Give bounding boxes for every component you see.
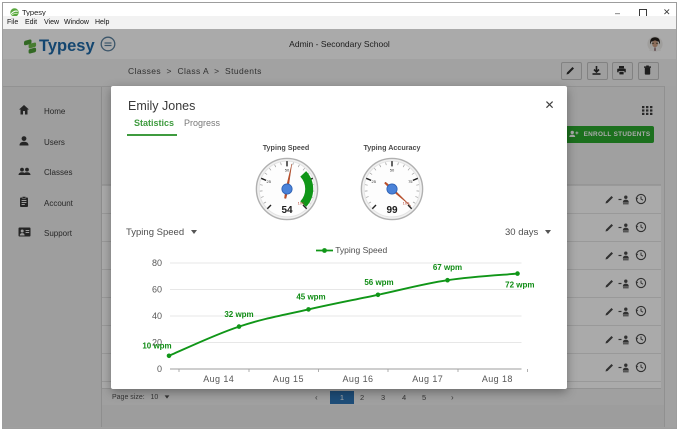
svg-text:32 wpm: 32 wpm — [224, 310, 253, 319]
svg-text:25: 25 — [266, 179, 271, 184]
svg-text:67 wpm: 67 wpm — [433, 263, 462, 272]
svg-text:Aug 18: Aug 18 — [482, 374, 513, 384]
svg-text:75: 75 — [408, 179, 413, 184]
svg-text:100: 100 — [403, 201, 410, 206]
svg-text:Aug 15: Aug 15 — [273, 374, 304, 384]
svg-text:56 wpm: 56 wpm — [364, 278, 393, 287]
svg-text:80: 80 — [152, 258, 162, 268]
svg-text:40: 40 — [152, 311, 162, 321]
svg-text:20: 20 — [152, 338, 162, 348]
svg-text:72 wpm: 72 wpm — [505, 281, 534, 290]
svg-text:0: 0 — [157, 364, 162, 374]
svg-text:45 wpm: 45 wpm — [296, 293, 325, 302]
svg-text:Aug 14: Aug 14 — [203, 374, 234, 384]
svg-text:25: 25 — [371, 179, 376, 184]
svg-text:Aug 16: Aug 16 — [343, 374, 374, 384]
svg-text:54: 54 — [281, 205, 293, 216]
svg-text:99: 99 — [386, 205, 398, 216]
svg-text:60: 60 — [152, 285, 162, 295]
svg-text:50: 50 — [285, 167, 290, 172]
svg-text:100: 100 — [298, 201, 305, 206]
svg-text:Aug 17: Aug 17 — [412, 374, 443, 384]
svg-text:50: 50 — [390, 167, 395, 172]
svg-text:10 wpm: 10 wpm — [142, 342, 171, 351]
svg-text:Typesy: Typesy — [39, 37, 95, 55]
